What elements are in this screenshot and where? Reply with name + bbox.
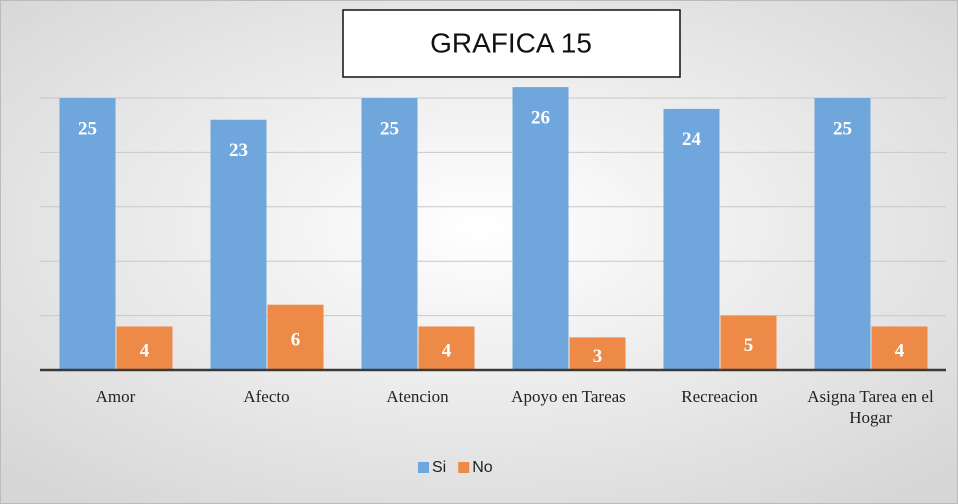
legend-swatch <box>418 462 429 473</box>
bar <box>59 98 116 370</box>
bar <box>116 326 173 370</box>
bar <box>663 108 720 370</box>
value-label: 25 <box>380 118 399 139</box>
bar <box>569 337 626 370</box>
value-label: 26 <box>531 107 550 128</box>
x-tick-label: Amor <box>95 387 136 406</box>
value-label: 25 <box>833 118 852 139</box>
bar <box>814 98 871 370</box>
legend-label: Si <box>432 459 446 476</box>
value-label: 24 <box>682 129 702 150</box>
value-label: 4 <box>442 341 452 362</box>
x-tick-label: Apoyo en Tareas <box>511 387 626 406</box>
x-tick-label: Afecto <box>243 387 290 406</box>
value-label: 25 <box>78 118 97 139</box>
value-label: 4 <box>140 341 150 362</box>
x-tick-label: Asigna Tarea en el Hogar <box>807 387 934 427</box>
bar <box>210 119 267 370</box>
bar <box>361 98 418 370</box>
legend-swatch <box>458 462 470 473</box>
bar <box>418 326 475 370</box>
bar <box>720 315 777 370</box>
x-tick-label: Recreacion <box>681 387 758 406</box>
value-label: 5 <box>744 335 754 356</box>
value-label: 3 <box>593 346 603 367</box>
bar <box>871 326 928 370</box>
chart-title: GRAFICA 15 <box>430 27 592 58</box>
legend-label: No <box>472 459 493 476</box>
plot: 25 4 23 6 25 4 26 3 24 5 25 4 <box>40 87 946 372</box>
bar <box>267 304 324 370</box>
x-tick-label: Atencion <box>386 387 449 406</box>
value-label: 6 <box>291 330 301 351</box>
value-label: 23 <box>229 140 248 161</box>
value-label: 4 <box>895 341 905 362</box>
title-box <box>342 9 681 78</box>
bar <box>512 87 569 371</box>
